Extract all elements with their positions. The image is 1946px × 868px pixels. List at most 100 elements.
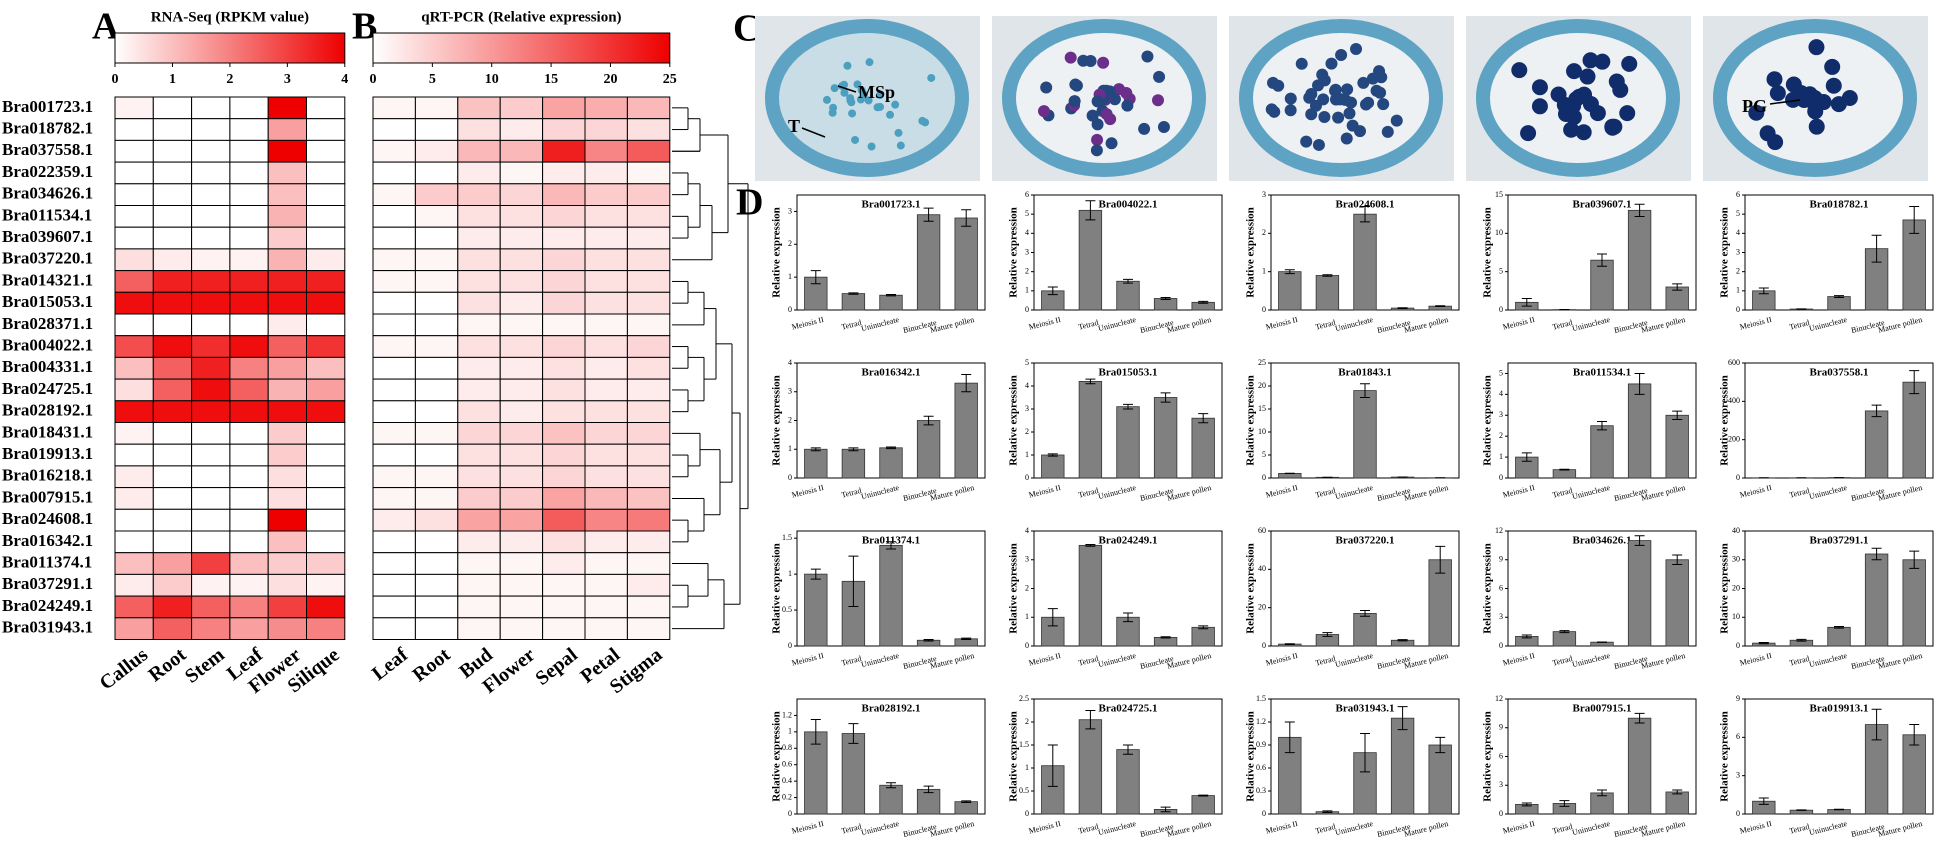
pollen bbox=[1284, 104, 1297, 117]
heatmap-cell bbox=[542, 595, 586, 619]
pollen bbox=[1612, 81, 1629, 98]
heatmap-cell bbox=[306, 226, 346, 250]
y-tick-label: 12 bbox=[1495, 694, 1503, 703]
panel-label: D bbox=[736, 182, 763, 224]
y-tick-label: 2 bbox=[788, 239, 792, 248]
error-bar bbox=[1198, 300, 1209, 304]
colorbar bbox=[114, 32, 346, 64]
heatmap-cell bbox=[372, 161, 416, 185]
bar bbox=[841, 733, 866, 815]
x-tick-label: Uninucleate bbox=[1808, 651, 1848, 669]
chart-title: Bra011374.1 bbox=[862, 535, 920, 547]
y-tick-label: 20 bbox=[1732, 583, 1740, 592]
y-tick-label: 15 bbox=[1258, 404, 1266, 413]
heatmap-cell bbox=[114, 313, 154, 337]
heatmap-cell bbox=[152, 161, 193, 185]
heatmap-cell bbox=[414, 139, 459, 163]
pollen bbox=[1153, 70, 1166, 83]
heatmap-cell bbox=[191, 356, 231, 380]
heatmap-cell bbox=[306, 118, 346, 141]
row-label: Bra037220.1 bbox=[2, 249, 93, 268]
heatmap-cell bbox=[457, 530, 501, 554]
heatmap-cell bbox=[306, 400, 346, 423]
bar bbox=[1627, 717, 1652, 815]
heatmap-cell bbox=[414, 378, 459, 402]
heatmap-cell bbox=[152, 617, 193, 640]
colorbar-tick-label: 10 bbox=[485, 72, 499, 87]
y-tick-label: 5 bbox=[1499, 368, 1503, 377]
heatmap-cell bbox=[267, 96, 308, 120]
heatmap-cell bbox=[372, 270, 416, 293]
y-tick-label: 4 bbox=[1499, 389, 1503, 398]
error-bar bbox=[1834, 295, 1844, 299]
bar bbox=[1627, 209, 1652, 311]
heatmap-cell bbox=[542, 508, 586, 532]
pollen bbox=[1040, 81, 1053, 94]
heatmap-cell bbox=[229, 139, 269, 163]
arrow bbox=[1769, 99, 1801, 105]
colorbar-tick-label: 2 bbox=[226, 72, 233, 87]
y-tick-label: 10 bbox=[1258, 427, 1266, 436]
error-bar bbox=[1672, 554, 1683, 566]
heatmap-cell bbox=[152, 139, 193, 163]
pollen bbox=[1531, 79, 1548, 96]
y-tick-label: 6 bbox=[1736, 732, 1740, 741]
pollen bbox=[1370, 84, 1383, 97]
bar bbox=[1278, 472, 1302, 479]
error-bar bbox=[1198, 794, 1209, 797]
x-tick-label: Tetrad bbox=[1551, 486, 1573, 500]
y-tick-label: 5 bbox=[1736, 209, 1740, 218]
pollen bbox=[1343, 107, 1356, 120]
colorbar-tick-label: 0 bbox=[112, 72, 119, 87]
error-bar bbox=[1634, 372, 1645, 395]
y-tick-label: 5 bbox=[1025, 209, 1029, 218]
heatmap-cell bbox=[114, 205, 154, 228]
bar bbox=[1902, 381, 1926, 479]
heatmap-cell bbox=[584, 508, 628, 532]
y-tick-label: 1 bbox=[1499, 452, 1503, 461]
x-tick-label: Meiosis II bbox=[1502, 315, 1536, 332]
error-bar bbox=[1435, 305, 1446, 308]
error-bar bbox=[1597, 421, 1607, 431]
heatmap-cell bbox=[584, 422, 628, 445]
error-bar bbox=[961, 637, 972, 641]
heatmap-cell bbox=[542, 248, 586, 272]
heatmap-cell bbox=[542, 552, 586, 575]
y-tick-label: 0.9 bbox=[1256, 740, 1266, 749]
bar bbox=[1078, 719, 1103, 815]
heatmap-cell bbox=[306, 313, 346, 337]
x-tick-label: Uninucleate bbox=[1097, 483, 1137, 501]
heatmap-cell bbox=[414, 248, 459, 272]
pollen bbox=[1366, 72, 1379, 85]
y-tick-label: 3 bbox=[788, 206, 792, 215]
pollen bbox=[1766, 71, 1783, 88]
y-tick-label: 40 bbox=[1258, 564, 1266, 573]
pollen bbox=[1064, 51, 1077, 64]
heatmap-cell bbox=[499, 183, 544, 207]
heatmap-cell bbox=[584, 443, 628, 467]
error-bar bbox=[1284, 721, 1295, 754]
bar bbox=[954, 217, 978, 311]
pollen bbox=[1520, 125, 1537, 142]
heatmap-cell bbox=[306, 617, 346, 640]
pollen bbox=[1091, 118, 1104, 131]
heatmap-cell bbox=[152, 552, 193, 575]
x-tick-label: Uninucleate bbox=[1334, 483, 1374, 501]
x-tick-label: Mature pollen bbox=[1640, 315, 1686, 335]
y-tick-label: 1 bbox=[1736, 286, 1740, 295]
row-label: Bra007915.1 bbox=[2, 487, 93, 506]
heatmap-cell bbox=[152, 205, 193, 228]
row-label: Bra016218.1 bbox=[2, 466, 93, 485]
heatmap-cell bbox=[414, 573, 459, 597]
x-tick-label: Tetrad bbox=[840, 822, 862, 836]
row-label: Bra039607.1 bbox=[2, 227, 93, 246]
x-tick-label: Uninucleate bbox=[1571, 819, 1611, 837]
heatmap-cell bbox=[267, 161, 308, 185]
heatmap-cell bbox=[626, 465, 671, 489]
x-tick-label: Tetrad bbox=[1314, 318, 1336, 332]
row-label: Bra001723.1 bbox=[2, 97, 93, 116]
x-tick-label: Uninucleate bbox=[1808, 819, 1848, 837]
bar bbox=[916, 420, 941, 479]
heatmap-cell bbox=[152, 400, 193, 423]
y-axis-label: Relative expression bbox=[771, 711, 783, 802]
